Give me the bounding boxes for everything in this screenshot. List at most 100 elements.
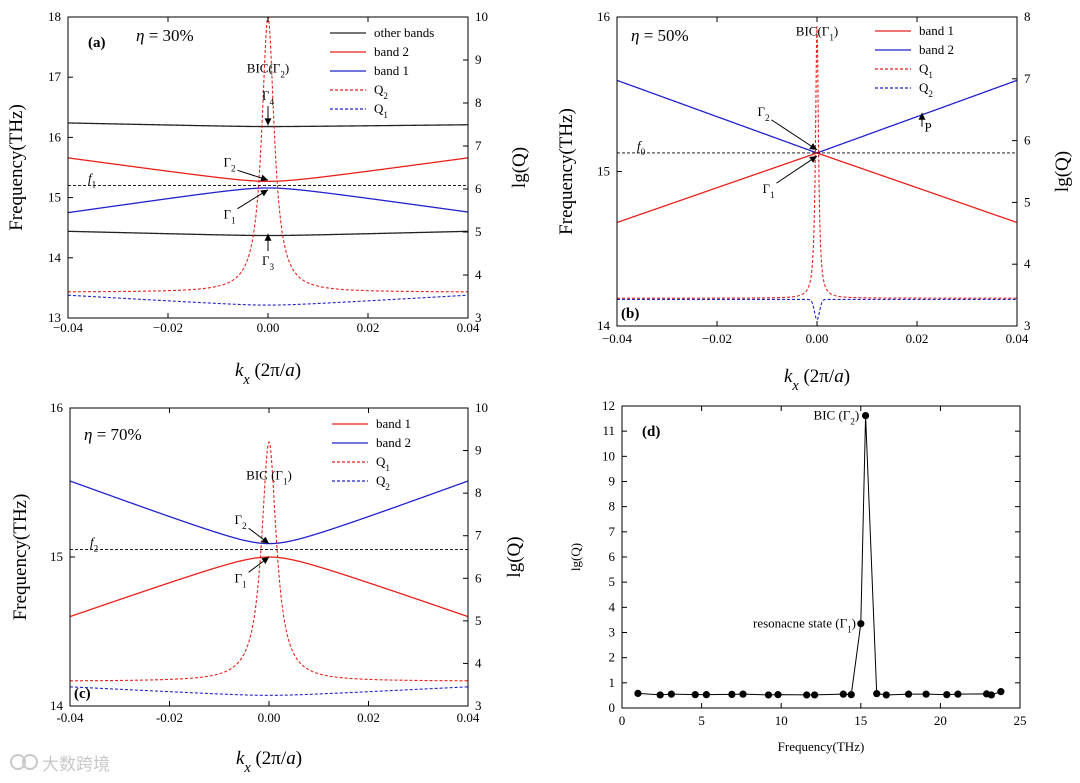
series-band-2 xyxy=(68,157,468,183)
y2-tick-label: 10 xyxy=(475,9,488,24)
legend-label: Q2 xyxy=(919,80,933,99)
data-point xyxy=(954,690,962,698)
x-tick-label: 0.04 xyxy=(457,320,480,335)
y2-tick-label: 7 xyxy=(475,138,482,153)
panel-label: (a) xyxy=(88,35,106,51)
series-band-1 xyxy=(68,187,468,214)
y2-tick-label: 6 xyxy=(475,570,482,585)
annotation-label: Γ3 xyxy=(262,253,275,272)
annotation-arrowhead xyxy=(809,156,817,163)
x-tick-label: 25 xyxy=(1014,713,1027,728)
data-point xyxy=(811,691,819,699)
annotation-arrowhead xyxy=(264,233,272,241)
y2-tick-label: 3 xyxy=(475,310,482,325)
data-point xyxy=(667,690,675,698)
watermark-logo-icon xyxy=(10,754,38,770)
y-tick-label: 7 xyxy=(609,524,616,539)
panel-b: f0 −0.04 −0.02 0.00 0.02 0.04 14 15 16 3 4 5 6 7 8 kx (… xyxy=(556,9,1073,394)
panel-label: (c) xyxy=(74,686,91,702)
y2-tick-label: 4 xyxy=(1024,256,1031,271)
y2-tick-label: 6 xyxy=(475,181,482,196)
series-band-2 xyxy=(70,480,468,545)
legend-label: Q2 xyxy=(376,473,390,492)
series-q2 xyxy=(617,298,1017,321)
series-line xyxy=(637,415,1002,696)
y-tick-label: 14 xyxy=(50,698,64,713)
x-tick-label: 0.00 xyxy=(257,320,280,335)
data-point xyxy=(634,689,642,698)
x-axis-label: Frequency(THz) xyxy=(778,739,865,754)
y2-axis-label: lg(Q) xyxy=(509,147,530,188)
annotation-arrowhead xyxy=(809,143,817,150)
data-point xyxy=(997,688,1005,696)
y-tick-label: 4 xyxy=(609,599,616,614)
y2-axis-label: lg(Q) xyxy=(504,536,525,577)
x-tick-label: 0.00 xyxy=(806,331,829,346)
legend-label: other bands xyxy=(374,25,434,40)
panel-label: (b) xyxy=(621,306,639,322)
annotation-arrowhead xyxy=(261,536,269,544)
legend-label: band 1 xyxy=(919,23,954,38)
annotation-label: BIC(Γ2) xyxy=(247,60,289,79)
annotation-label: BIC(Γ1) xyxy=(796,24,838,43)
data-point xyxy=(847,691,855,699)
y-tick-label: 15 xyxy=(50,549,63,564)
panel-a: f1 −0.04 −0.02 0.00 0.02 0.04 13 14 15 16 17 18 3 4 5 6… xyxy=(6,9,530,388)
data-point xyxy=(882,691,890,699)
legend-label: band 1 xyxy=(376,416,411,431)
x-tick-label: 15 xyxy=(854,713,867,728)
panel-d: 0 5 10 15 20 250123456789101112Frequency(THz)… xyxy=(568,398,1027,754)
data-point xyxy=(987,691,995,699)
y2-tick-label: 4 xyxy=(475,655,482,670)
annotation-arrowhead xyxy=(260,174,268,182)
y2-tick-label: 8 xyxy=(475,95,482,110)
series-band-1 xyxy=(70,556,468,618)
y2-tick-label: 9 xyxy=(475,52,482,67)
plot-area xyxy=(617,26,1017,321)
y2-tick-label: 3 xyxy=(1024,318,1031,333)
x-tick-label: −0.04 xyxy=(602,331,633,346)
y2-tick-label: 8 xyxy=(1024,9,1031,24)
legend-label: Q1 xyxy=(374,101,388,120)
y-tick-label: 9 xyxy=(609,474,616,489)
series-band-1 xyxy=(617,152,1017,224)
y-axis-label: lg(Q) xyxy=(568,543,583,571)
annotation-label: Γ1 xyxy=(235,570,247,589)
y-tick-label: 16 xyxy=(50,400,64,415)
x-tick-label: 0.02 xyxy=(357,710,380,725)
data-point xyxy=(861,411,870,420)
x-axis-label: kx (2π/a) xyxy=(235,360,301,388)
y-tick-label: 8 xyxy=(609,499,616,514)
data-point xyxy=(691,691,699,699)
x-tick-label: −0.04 xyxy=(53,320,84,335)
x-tick-label: 0.02 xyxy=(906,331,929,346)
y-tick-label: 12 xyxy=(602,398,615,413)
series-q2 xyxy=(68,17,468,293)
y2-tick-label: 6 xyxy=(1024,133,1031,148)
legend-label: Q1 xyxy=(376,454,390,473)
y-tick-label: 3 xyxy=(609,625,616,640)
x-tick-label: −0.02 xyxy=(153,320,183,335)
annotation-label: BIC (Γ2) xyxy=(814,408,860,427)
legend-label: band 2 xyxy=(374,44,409,59)
y-tick-label: 14 xyxy=(48,250,62,265)
annotation-arrowhead xyxy=(260,189,268,197)
annotation-label: Γ2 xyxy=(223,154,236,173)
x-tick-label: 0.04 xyxy=(1006,331,1029,346)
x-tick-label: 0.00 xyxy=(258,710,281,725)
series-q1 xyxy=(70,441,468,682)
series-other-bands-upper- xyxy=(68,122,468,128)
y-tick-label: 1 xyxy=(609,675,616,690)
x-tick-label: 0 xyxy=(619,713,626,728)
x-axis-label: kx (2π/a) xyxy=(236,748,302,776)
y-tick-label: 0 xyxy=(609,700,616,715)
x-tick-label: −0.02 xyxy=(702,331,732,346)
plot-frame xyxy=(621,405,1021,709)
annotation-label: P xyxy=(925,119,932,134)
x-tick-label: 0.02 xyxy=(357,320,380,335)
y-axis-label: Frequency(THz) xyxy=(10,494,31,621)
data-point xyxy=(728,690,736,699)
y-tick-label: 16 xyxy=(597,9,611,24)
panel-title: η = 70% xyxy=(84,425,142,444)
